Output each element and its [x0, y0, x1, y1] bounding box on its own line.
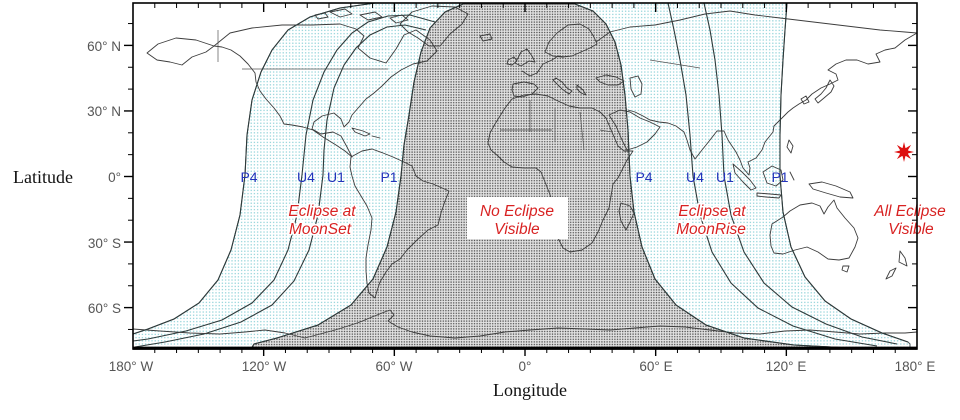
contact-label-east-u1: U1	[716, 169, 734, 185]
y-tick-label-0: 0°	[108, 170, 121, 185]
no-eclipse-label-box	[467, 197, 568, 239]
coast-africa	[487, 93, 635, 253]
coast-southeast-asia-islands	[732, 139, 854, 199]
contact-label-west-p1: P1	[380, 169, 397, 185]
contact-curve-west-p4	[133, 3, 376, 335]
contact-label-east-u4: U4	[686, 169, 704, 185]
zone-label-none-line1: No Eclipse	[480, 203, 554, 220]
y-tick-label-30n: 30° N	[87, 104, 121, 119]
x-tick-label-60e: 60° E	[639, 359, 672, 374]
coast-antarctica	[133, 309, 917, 339]
x-tick-label-0: 0°	[519, 359, 532, 374]
zone-label-moonset-line2: MoonSet	[289, 221, 352, 238]
contact-curve-west-u4	[133, 14, 436, 342]
coastlines	[133, 5, 917, 339]
contact-curve-east-u4	[667, 3, 878, 347]
y-tick-label-60s: 60° S	[88, 301, 121, 316]
x-tick-label-120e: 120° E	[766, 359, 807, 374]
coast-new-zealand	[885, 250, 908, 280]
coast-australia	[769, 199, 859, 273]
zone-label-all-line2: Visible	[888, 221, 934, 238]
contact-label-west-u4: U4	[297, 169, 315, 185]
political-borders	[217, 30, 701, 151]
x-tick-label-180w: 180° W	[109, 359, 154, 374]
y-tick-label-60n: 60° N	[87, 39, 121, 54]
coast-south-america	[349, 148, 450, 299]
coast-caribbean	[351, 127, 381, 139]
x-tick-label-60w: 60° W	[376, 359, 413, 374]
contact-curve-west-p1	[250, 3, 464, 349]
contact-label-east-p1: P1	[771, 169, 788, 185]
coast-alaska	[146, 37, 215, 66]
coast-arctic-islands	[314, 8, 409, 24]
zone-label-all-line1: All Eclipse	[873, 203, 946, 220]
tick-marks	[124, 3, 917, 356]
zenith-star-icon	[894, 142, 914, 162]
contact-curve-east-p4	[574, 3, 906, 349]
y-axis-title: Latitude	[13, 167, 73, 187]
contact-label-west-p4: P4	[240, 169, 257, 185]
zone-label-moonset-line1: Eclipse at	[288, 203, 356, 220]
zone-label-moonrise-line1: Eclipse at	[678, 203, 746, 220]
coast-asia	[595, 10, 917, 176]
zone-label-moonrise-line2: MoonRise	[676, 221, 746, 238]
y-tick-label-30s: 30° S	[88, 236, 121, 251]
contact-curve-west-u1	[134, 24, 427, 348]
x-axis-title: Longitude	[493, 380, 567, 400]
contact-label-west-u1: U1	[327, 169, 345, 185]
coast-iceland	[479, 33, 493, 42]
contact-curve-east-u1	[703, 3, 898, 345]
zone-label-none-line2: Visible	[494, 221, 540, 238]
coast-greenland	[399, 5, 469, 47]
x-tick-label-180e: 180° E	[895, 359, 936, 374]
x-tick-label-120w: 120° W	[242, 359, 287, 374]
coast-north-america	[213, 23, 438, 158]
coast-europe	[506, 23, 643, 98]
contact-label-east-p4: P4	[635, 169, 652, 185]
contact-curve-east-p1	[779, 3, 909, 343]
